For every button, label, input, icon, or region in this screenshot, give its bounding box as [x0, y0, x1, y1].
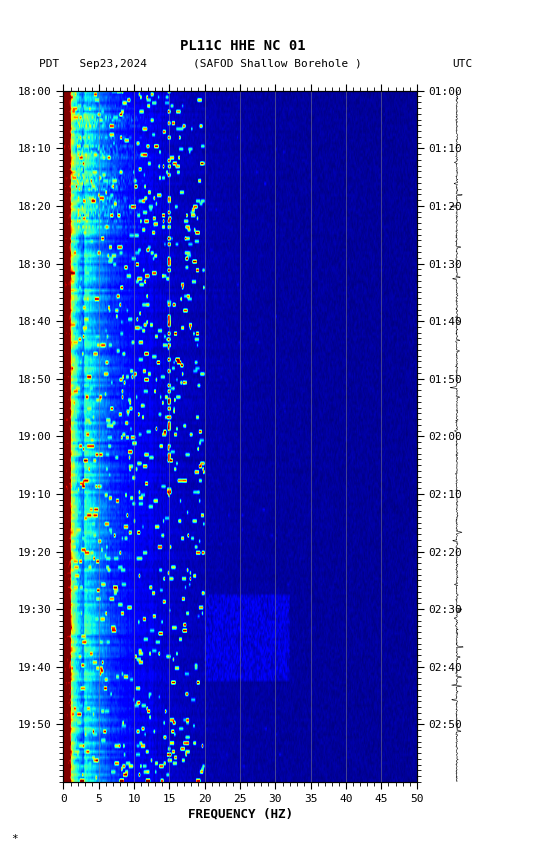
Text: PL11C HHE NC 01: PL11C HHE NC 01 — [180, 39, 306, 53]
Text: *: * — [11, 835, 18, 844]
X-axis label: FREQUENCY (HZ): FREQUENCY (HZ) — [188, 808, 293, 821]
Text: UTC: UTC — [453, 59, 473, 69]
Text: PDT   Sep23,2024: PDT Sep23,2024 — [39, 59, 147, 69]
Text: (SAFOD Shallow Borehole ): (SAFOD Shallow Borehole ) — [193, 59, 362, 69]
